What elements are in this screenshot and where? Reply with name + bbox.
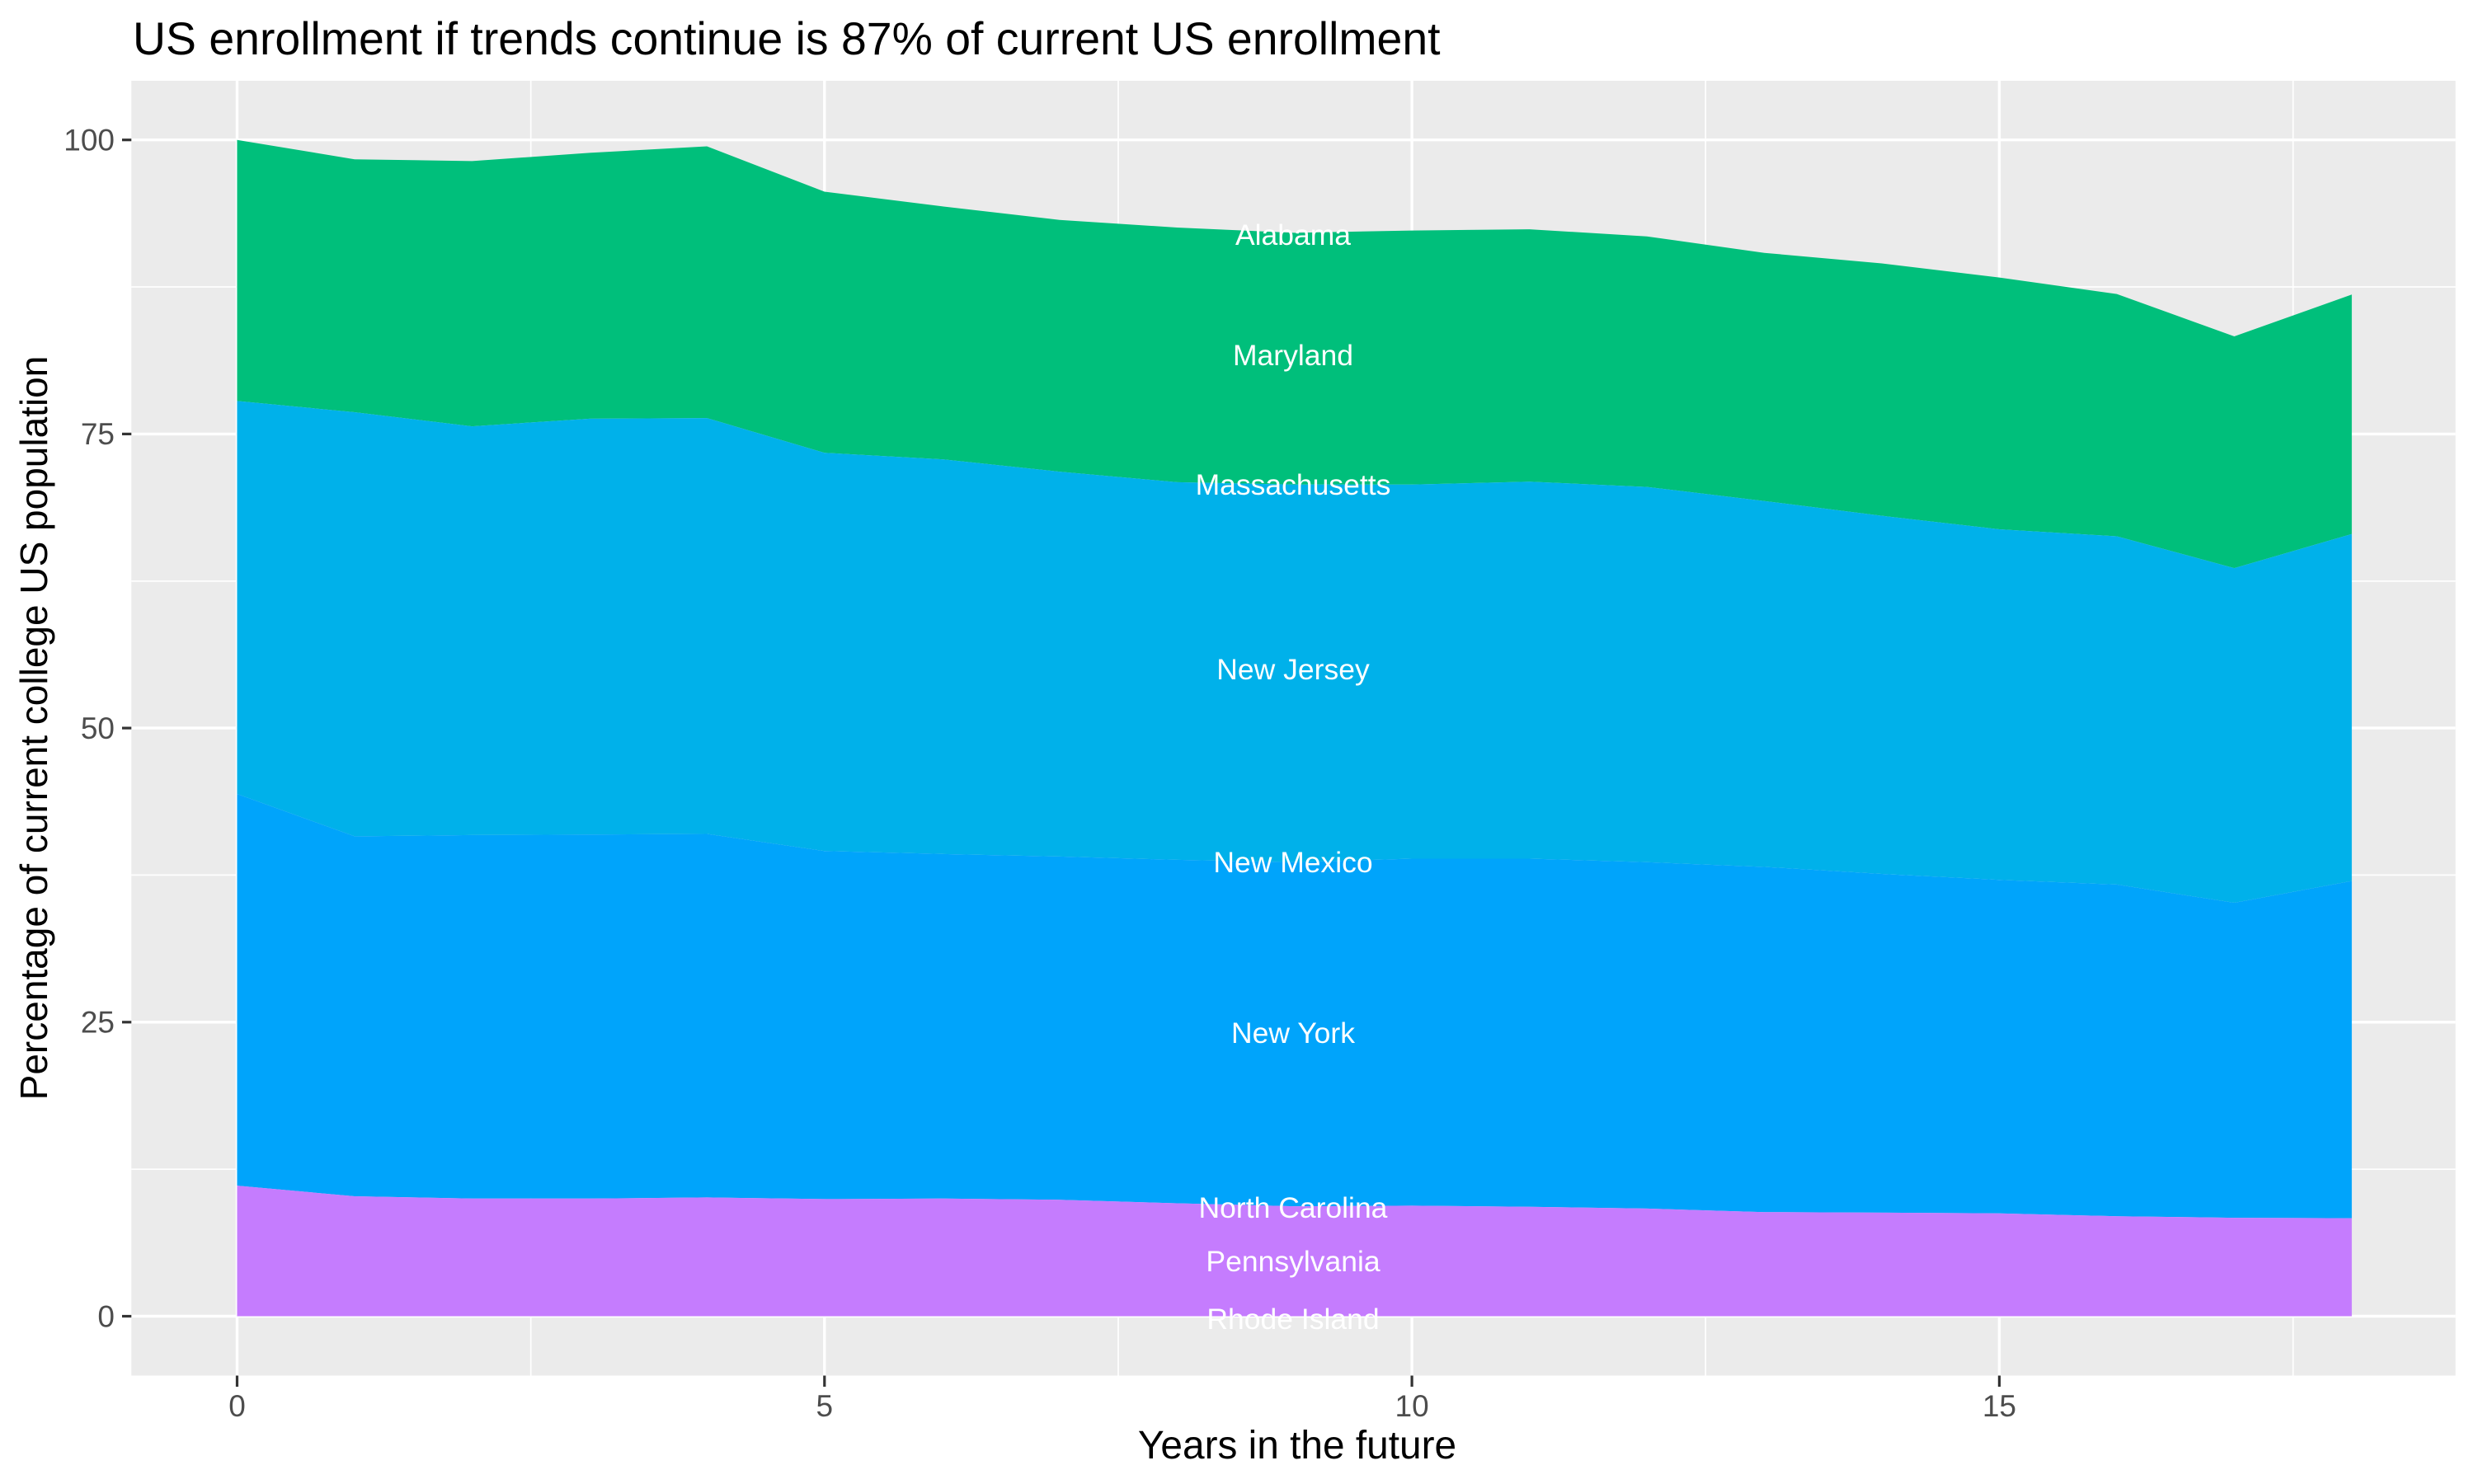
svg-text:0: 0 xyxy=(97,1299,115,1333)
svg-text:Years in the future: Years in the future xyxy=(1138,1424,1456,1468)
svg-text:10: 10 xyxy=(1395,1389,1429,1423)
svg-text:New Mexico: New Mexico xyxy=(1213,846,1372,879)
svg-text:25: 25 xyxy=(81,1006,115,1040)
svg-text:5: 5 xyxy=(816,1389,834,1423)
svg-text:Maryland: Maryland xyxy=(1233,339,1353,372)
svg-text:New Jersey: New Jersey xyxy=(1216,653,1370,686)
svg-text:0: 0 xyxy=(228,1389,246,1423)
svg-text:Massachusetts: Massachusetts xyxy=(1196,468,1391,501)
svg-text:75: 75 xyxy=(81,417,115,451)
svg-text:15: 15 xyxy=(1982,1389,2016,1423)
svg-text:Rhode Island: Rhode Island xyxy=(1206,1303,1379,1336)
svg-text:North Carolina: North Carolina xyxy=(1199,1191,1388,1224)
svg-text:Percentage of current college: Percentage of current college US populat… xyxy=(12,356,55,1101)
svg-text:100: 100 xyxy=(63,124,115,157)
svg-text:New York: New York xyxy=(1231,1017,1355,1050)
svg-text:US enrollment if trends contin: US enrollment if trends continue is 87% … xyxy=(133,13,1441,64)
svg-text:Pennsylvania: Pennsylvania xyxy=(1206,1245,1380,1278)
svg-text:50: 50 xyxy=(81,711,115,745)
svg-text:Alabama: Alabama xyxy=(1235,218,1351,251)
